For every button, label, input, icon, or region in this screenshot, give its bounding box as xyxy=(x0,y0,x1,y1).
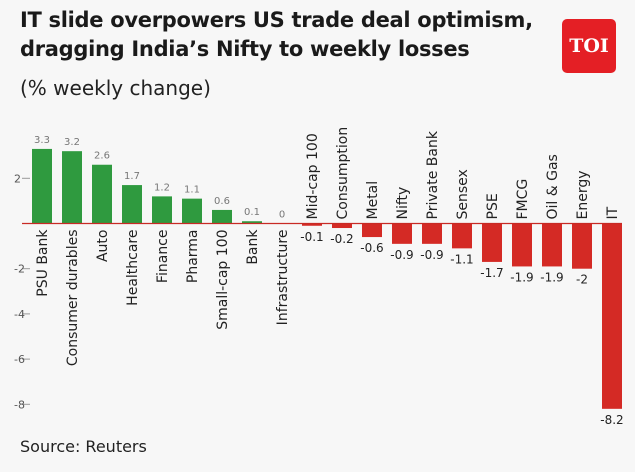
y-tick-label: -6 xyxy=(14,353,25,366)
bar xyxy=(32,148,52,224)
value-label: -1.1 xyxy=(450,252,473,266)
bar xyxy=(182,198,202,224)
toi-logo: TOI xyxy=(562,19,616,73)
bar xyxy=(302,223,322,226)
value-label: -2 xyxy=(576,273,588,287)
bar xyxy=(362,223,382,238)
value-label: -0.6 xyxy=(360,241,383,255)
bar xyxy=(572,223,592,269)
category-label: Auto xyxy=(95,230,111,263)
category-label: Small-cap 100 xyxy=(215,230,231,330)
category-label: Energy xyxy=(575,170,591,219)
value-label: 2.6 xyxy=(94,151,110,162)
y-tick-label: -8 xyxy=(14,398,25,411)
value-label: -0.9 xyxy=(390,248,413,262)
y-tick-label: -4 xyxy=(14,308,25,321)
bar xyxy=(122,185,142,224)
value-label: -1.7 xyxy=(480,266,503,280)
bar xyxy=(602,223,622,409)
bar xyxy=(92,164,112,224)
value-label: -8.2 xyxy=(600,413,623,427)
category-label: Infrastructure xyxy=(275,230,291,326)
value-label: 1.2 xyxy=(154,182,170,193)
value-label: -1.9 xyxy=(510,270,533,284)
bar xyxy=(332,223,352,229)
category-label: Metal xyxy=(365,181,381,220)
value-label: 1.7 xyxy=(124,171,140,182)
bar xyxy=(242,221,262,224)
category-label: Finance xyxy=(155,230,171,284)
value-label: 0.1 xyxy=(244,207,260,218)
value-label: 1.1 xyxy=(184,185,200,196)
bar xyxy=(482,223,502,262)
y-tick-label: -2 xyxy=(14,263,25,276)
bar xyxy=(392,223,412,244)
value-label: 0.6 xyxy=(214,196,230,207)
value-label: 3.3 xyxy=(34,135,50,146)
category-label: Sensex xyxy=(455,169,471,219)
value-label: -1.9 xyxy=(540,270,563,284)
value-label: 3.2 xyxy=(64,137,80,148)
source-note: Source: Reuters xyxy=(20,437,147,456)
category-label: Consumption xyxy=(335,127,351,220)
bar xyxy=(62,151,82,224)
value-label: 0 xyxy=(279,210,285,221)
category-label: Consumer durables xyxy=(65,230,81,367)
category-label: PSE xyxy=(485,193,501,219)
category-label: Healthcare xyxy=(125,230,141,306)
bar xyxy=(212,209,232,224)
bar xyxy=(422,223,442,244)
chart-subtitle: (% weekly change) xyxy=(20,76,211,100)
category-label: IT xyxy=(605,206,621,219)
category-label: Mid-cap 100 xyxy=(305,133,321,219)
y-tick-label: 2 xyxy=(14,172,21,185)
value-label: -0.9 xyxy=(420,248,443,262)
bar xyxy=(152,196,172,224)
category-label: Nifty xyxy=(395,187,411,220)
category-label: PSU Bank xyxy=(35,229,51,297)
bar xyxy=(512,223,532,267)
chart-title: IT slide overpowers US trade deal optimi… xyxy=(20,8,533,61)
bar xyxy=(542,223,562,267)
value-label: -0.1 xyxy=(300,230,323,244)
bar xyxy=(452,223,472,249)
value-label: -0.2 xyxy=(330,232,353,246)
category-label: Oil & Gas xyxy=(545,154,561,219)
category-label: Pharma xyxy=(185,230,201,284)
category-label: Private Bank xyxy=(425,130,441,219)
category-label: FMCG xyxy=(515,179,531,220)
logo-text: TOI xyxy=(569,35,609,57)
category-label: Bank xyxy=(245,229,261,265)
